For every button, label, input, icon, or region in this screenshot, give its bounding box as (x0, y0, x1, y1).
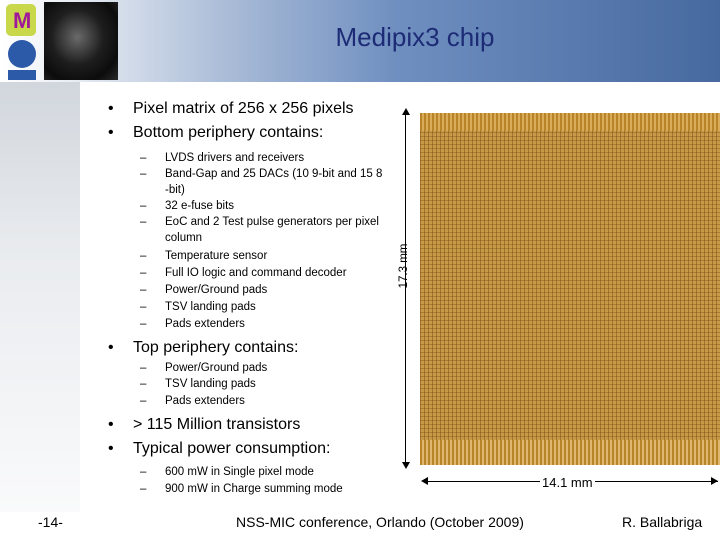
page-number: -14- (38, 514, 63, 530)
bullet-text: Pixel matrix of 256 x 256 pixels (133, 100, 354, 117)
cern-logo (8, 40, 36, 68)
sub-item-text: column (165, 232, 203, 244)
bullet-marker: • (108, 416, 114, 433)
bullet-text: > 115 Million transistors (133, 416, 301, 433)
bullet-marker: • (108, 440, 114, 457)
logo-area: M (0, 0, 118, 82)
dash-marker: – (140, 168, 147, 180)
bullet-marker: • (108, 124, 114, 141)
sub-item-text: Power/Ground pads (165, 362, 268, 374)
bullet-marker: • (108, 100, 114, 117)
sub-item-text: EoC and 2 Test pulse generators per pixe… (165, 216, 379, 228)
sub-item-text: -bit) (165, 184, 185, 196)
chip-photo (44, 2, 118, 80)
footer-author: R. Ballabriga (622, 514, 703, 530)
left-gradient-panel (0, 82, 80, 512)
dash-marker: – (140, 318, 147, 330)
dash-marker: – (140, 284, 147, 296)
dash-marker: – (140, 483, 147, 495)
dash-marker: – (140, 378, 147, 390)
bullet-text: Typical power consumption: (133, 440, 331, 457)
arrow-right-icon (711, 477, 718, 485)
sub-item-text: Pads extenders (165, 318, 245, 330)
sub-item-text: Full IO logic and command decoder (165, 267, 347, 279)
chip-layout-image (420, 113, 720, 465)
vertical-dimension-label: 17.3 mm (398, 243, 410, 289)
dash-marker: – (140, 395, 147, 407)
dash-marker: – (140, 362, 147, 374)
sub-item-text: Band-Gap and 25 DACs (10 9-bit and 15 8 (165, 168, 383, 180)
sub-item-text: TSV landing pads (165, 378, 256, 390)
cern-logo-lower (8, 70, 36, 80)
dash-marker: – (140, 250, 147, 262)
sub-item-text: Temperature sensor (165, 250, 268, 262)
sub-item-text: Pads extenders (165, 395, 245, 407)
sub-item-text: TSV landing pads (165, 301, 256, 313)
chip-top-periphery (420, 113, 720, 131)
footer-conference: NSS-MIC conference, Orlando (October 200… (236, 514, 524, 530)
sub-item-text: 900 mW in Charge summing mode (165, 483, 343, 495)
sub-item-text: Power/Ground pads (165, 284, 268, 296)
slide-title: Medipix3 chip (335, 22, 495, 52)
dash-marker: – (140, 466, 147, 478)
dash-marker: – (140, 216, 147, 228)
sub-item-text: LVDS drivers and receivers (165, 152, 305, 164)
bullet-text: Top periphery contains: (133, 339, 299, 356)
sub-item-text: 600 mW in Single pixel mode (165, 466, 314, 478)
medipix-logo-letter: M (13, 8, 32, 33)
horizontal-dimension-label: 14.1 mm (540, 475, 595, 490)
medipix-logo: M (6, 4, 36, 36)
bullet-marker: • (108, 339, 114, 356)
dash-marker: – (140, 200, 147, 212)
arrow-up-icon (402, 108, 410, 115)
bullet-text: Bottom periphery contains: (133, 124, 324, 141)
arrow-left-icon (421, 477, 428, 485)
arrow-down-icon (402, 462, 410, 469)
dash-marker: – (140, 301, 147, 313)
dash-marker: – (140, 152, 147, 164)
sub-item-text: 32 e-fuse bits (165, 200, 235, 212)
dash-marker: – (140, 267, 147, 279)
vertical-dimension-line (405, 112, 406, 464)
title-banner: M Medipix3 chip (0, 0, 720, 82)
chip-bottom-periphery (420, 440, 720, 465)
